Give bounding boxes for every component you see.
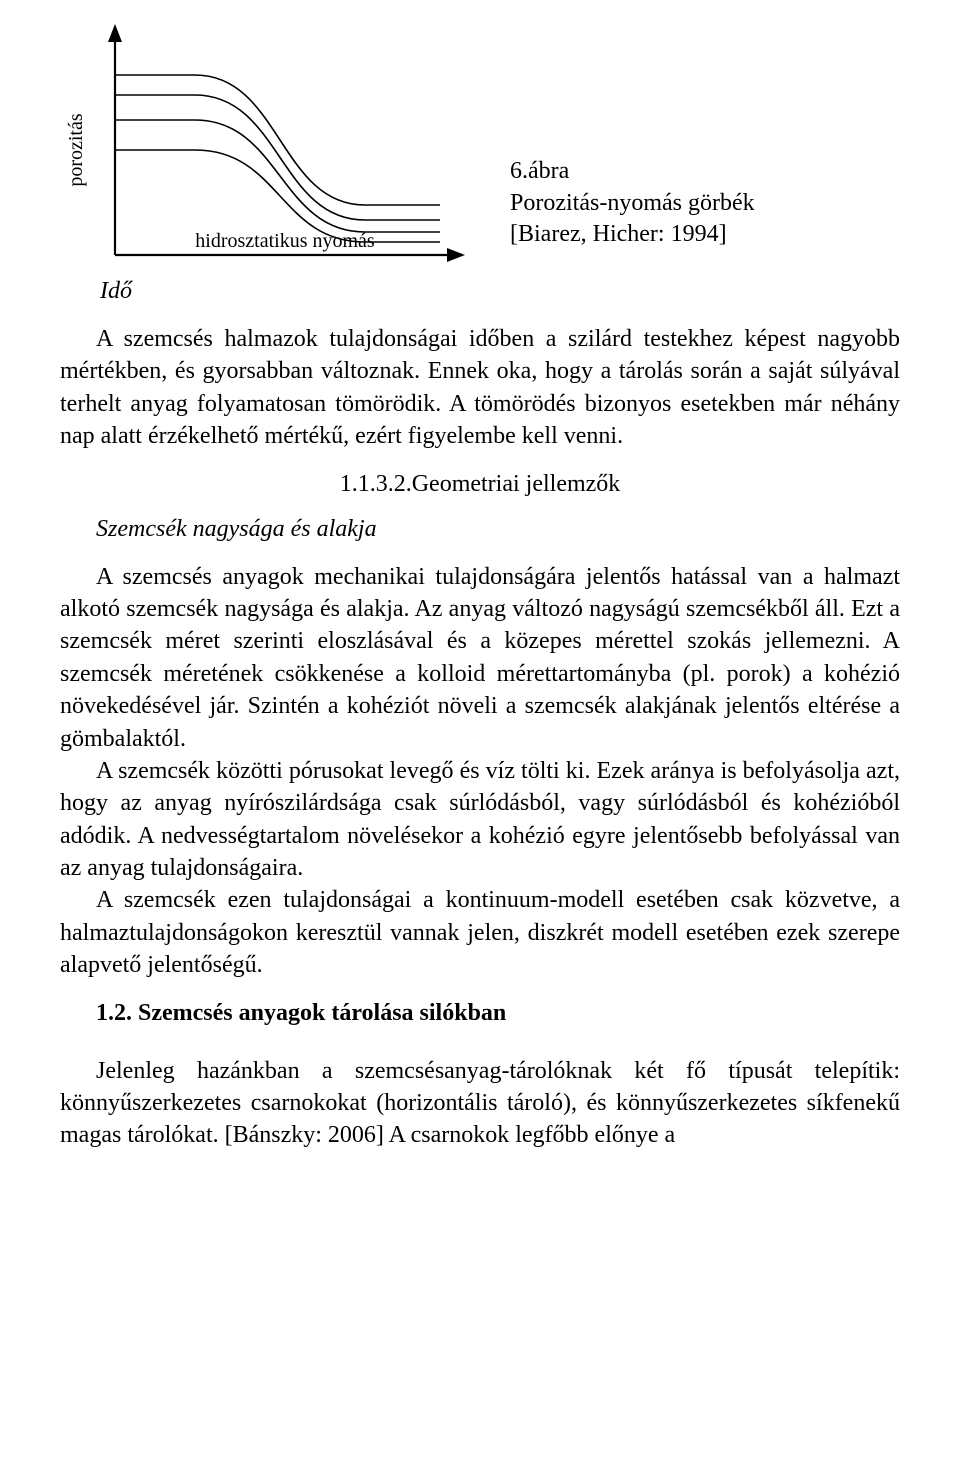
para2-span1: A szemcsés anyagok mechanikai tulajdonsá… xyxy=(60,561,900,755)
para2-span3: A szemcsék ezen tulajdonságai a kontinuu… xyxy=(60,884,900,981)
subsection-italic-heading: Szemcsék nagysága és alakja xyxy=(96,516,900,543)
page: porozitás hidrosztatikus nyomás 6.ábra Po… xyxy=(0,0,960,1210)
para2-span2: A szemcsék közötti pórusokat levegő és v… xyxy=(60,755,900,885)
figure-below-label: Idő xyxy=(100,278,900,305)
porosity-chart: porozitás hidrosztatikus nyomás xyxy=(60,20,480,270)
paragraph-1: A szemcsés halmazok tulajdonságai időben… xyxy=(60,323,900,453)
paragraph-2: A szemcsés anyagok mechanikai tulajdonsá… xyxy=(60,561,900,982)
y-axis-label: porozitás xyxy=(65,113,87,187)
paragraph-3: Jelenleg hazánkban a szemcsésanyag-tárol… xyxy=(60,1055,900,1152)
caption-line-1: 6.ábra xyxy=(510,156,900,187)
section-title: 1.2. Szemcsés anyagok tárolása silókban xyxy=(96,1000,900,1027)
caption-line-3: [Biarez, Hicher: 1994] xyxy=(510,219,900,250)
chart-svg: porozitás hidrosztatikus nyomás xyxy=(60,20,480,270)
subsection-number-heading: 1.1.3.2.Geometriai jellemzők xyxy=(60,471,900,498)
x-axis-label: hidrosztatikus nyomás xyxy=(195,230,375,252)
figure-row: porozitás hidrosztatikus nyomás 6.ábra Po… xyxy=(60,20,900,270)
caption-line-2: Porozitás-nyomás görbék xyxy=(510,188,900,219)
figure-caption: 6.ábra Porozitás-nyomás görbék [Biarez, … xyxy=(480,156,900,270)
